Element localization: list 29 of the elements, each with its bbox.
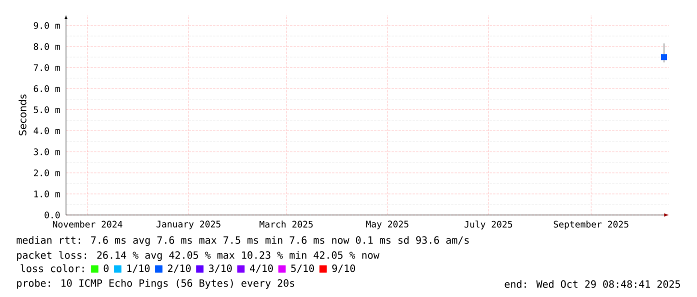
- y-tick-label: 1.0 m: [34, 190, 60, 198]
- y-axis-title: Seconds: [18, 94, 26, 136]
- y-tick-label: 0.0: [44, 212, 60, 218]
- y-tick-label: 7.0 m: [34, 64, 60, 72]
- x-tick-label: May 2025: [366, 220, 408, 230]
- x-tick-label: July 2025: [464, 220, 512, 230]
- y-tick-label: 2.0 m: [34, 169, 60, 176]
- y-tick-label: 9.0 m: [34, 22, 60, 29]
- x-tick-label: September 2025: [554, 220, 628, 230]
- x-tick-label: March 2025: [260, 220, 313, 228]
- legend-label: 5/10: [291, 264, 314, 273]
- text: probe: 10 ICMP Echo Pings (56 Bytes) every 20s: [17, 279, 294, 289]
- y-tick-label: 6.0 m: [34, 85, 60, 92]
- text: median rtt: 7.6 ms avg 7.6 ms max 7.5 ms min 7.6 ms now 0.1 ms sd 93.6 am/s: [16, 236, 469, 246]
- legend-label: 4/10: [250, 264, 273, 273]
- x-tick-label: November 2024: [52, 220, 122, 228]
- y-tick-label: 8.0 m: [34, 43, 60, 50]
- x-tick-label: January 2025: [156, 220, 220, 230]
- legend-label: 2/10: [168, 264, 191, 273]
- legend-title: loss color:: [20, 264, 84, 272]
- legend-label: 3/10: [209, 264, 232, 273]
- text: end: Wed Oct 29 08:48:41 2025: [504, 280, 680, 288]
- y-tick-label: 5.0 m: [34, 106, 60, 114]
- legend-label: 9/10: [332, 264, 356, 273]
- legend-label: 0: [104, 264, 109, 272]
- y-tick-label: 3.0 m: [34, 148, 60, 156]
- text: packet loss: 26.14 % avg 42.05 % max 10.23 % min 42.05 % now: [17, 251, 380, 261]
- legend-label: 1/10: [127, 264, 150, 273]
- y-tick-label: 4.0 m: [34, 127, 60, 134]
